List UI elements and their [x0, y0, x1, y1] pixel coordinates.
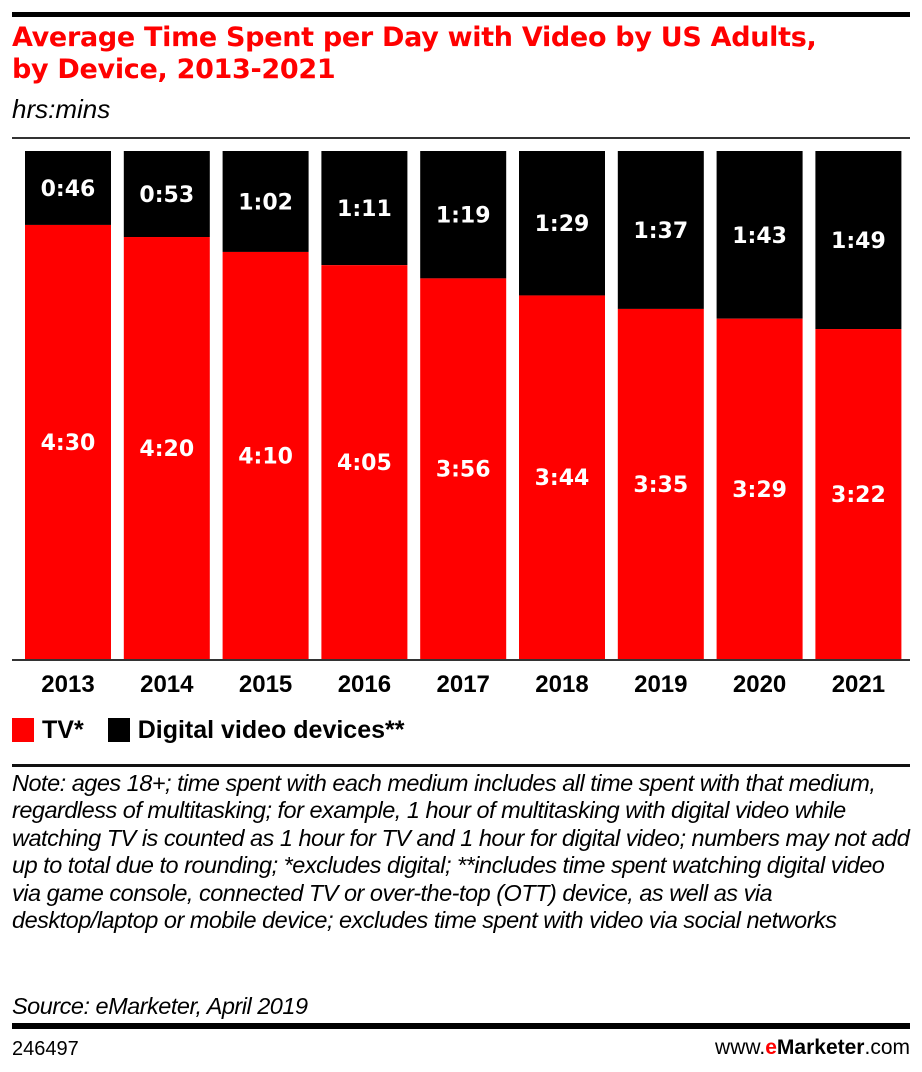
- value-label-tv-2021: 3:22: [831, 483, 886, 508]
- chart-subtitle: hrs:mins: [12, 94, 111, 124]
- value-label-digital-2016: 1:11: [337, 197, 392, 222]
- bar-digital-2014: [123, 151, 210, 238]
- legend-swatch-digital: [107, 718, 130, 742]
- value-label-digital-2018: 1:29: [535, 212, 590, 237]
- chart-title: Average Time Spent per Day with Video by…: [12, 22, 912, 86]
- bar-digital-2013: [25, 151, 111, 225]
- bar-tv-2013: [25, 224, 111, 659]
- title-line-2: by Device, 2013-2021: [12, 54, 336, 85]
- value-label-digital-2021: 1:49: [831, 229, 886, 254]
- value-label-tv-2018: 3:44: [535, 466, 590, 491]
- bar-digital-2016: [321, 151, 408, 266]
- value-label-tv-2014: 4:20: [139, 437, 194, 462]
- brand-prefix: www.: [715, 1036, 766, 1059]
- value-label-digital-2013: 0:46: [41, 177, 96, 202]
- legend-label-tv: TV*: [42, 715, 84, 744]
- brand-url[interactable]: www.eMarketer.com: [715, 1036, 910, 1060]
- value-label-digital-2020: 1:43: [732, 224, 787, 249]
- bar-tv-2014: [123, 237, 210, 659]
- value-label-digital-2014: 0:53: [139, 183, 194, 208]
- bar-tv-2021: [815, 329, 902, 659]
- value-label-digital-2017: 1:19: [436, 204, 491, 229]
- bar-digital-2020: [716, 151, 803, 319]
- footnote: Note: ages 18+; time spent with each med…: [12, 770, 910, 934]
- brand-suffix: .com: [864, 1036, 910, 1059]
- legend-label-digital: Digital video devices**: [137, 715, 405, 744]
- bar-digital-2015: [222, 151, 309, 252]
- value-label-tv-2017: 3:56: [436, 458, 491, 483]
- bar-tv-2018: [519, 295, 605, 659]
- bar-digital-2021: [815, 151, 902, 330]
- bar-tv-2016: [321, 265, 408, 659]
- bar-tv-2015: [222, 251, 309, 659]
- value-label-digital-2015: 1:02: [238, 190, 293, 215]
- x-tick-2014: 2014: [140, 671, 194, 698]
- bars-group: 0:46 4:30 0:53 4:20 1:02 4:10 1:11 4:05 1:19 3:56…: [25, 151, 902, 659]
- x-tick-2013: 2013: [41, 671, 94, 698]
- legend-divider: [12, 764, 910, 767]
- value-label-tv-2015: 4:10: [238, 444, 293, 469]
- value-label-digital-2019: 1:37: [633, 219, 688, 244]
- title-line-1: Average Time Spent per Day with Video by…: [12, 22, 817, 53]
- x-tick-2017: 2017: [437, 671, 490, 698]
- chart-id: 246497: [12, 1038, 79, 1060]
- brand-name: Marketer: [776, 1036, 865, 1059]
- bar-digital-2018: [519, 151, 605, 296]
- x-tick-2020: 2020: [733, 671, 786, 698]
- value-label-tv-2013: 4:30: [41, 431, 96, 456]
- bottom-rule: [12, 1023, 910, 1029]
- legend-swatch-tv: [12, 718, 34, 742]
- legend-item-tv: TV*: [12, 716, 84, 745]
- bar-tv-2019: [617, 308, 704, 659]
- source-line: Source: eMarketer, April 2019: [12, 993, 308, 1019]
- x-tick-2015: 2015: [239, 671, 292, 698]
- x-tick-2019: 2019: [634, 671, 687, 698]
- bar-digital-2017: [420, 151, 507, 279]
- top-rule: [12, 12, 910, 17]
- brand-e: e: [765, 1036, 777, 1059]
- value-label-tv-2019: 3:35: [633, 473, 688, 498]
- legend: TV* Digital video devices**: [12, 716, 428, 744]
- x-tick-labels: 2013 2014 2015 2016 2017 2018 2019 2020 2021: [41, 671, 885, 698]
- bar-digital-2019: [617, 151, 704, 309]
- legend-item-digital: Digital video devices**: [107, 715, 405, 745]
- bar-tv-2017: [420, 278, 507, 659]
- value-label-tv-2020: 3:29: [732, 478, 787, 503]
- bar-tv-2020: [716, 318, 803, 659]
- value-label-tv-2016: 4:05: [337, 451, 392, 476]
- header-divider: [12, 137, 910, 139]
- x-tick-2016: 2016: [338, 671, 391, 698]
- x-tick-2021: 2021: [832, 671, 885, 698]
- x-tick-2018: 2018: [535, 671, 588, 698]
- stacked-bar-chart: 0:46 4:30 0:53 4:20 1:02 4:10 1:11 4:05 1:19 3:56…: [12, 151, 910, 698]
